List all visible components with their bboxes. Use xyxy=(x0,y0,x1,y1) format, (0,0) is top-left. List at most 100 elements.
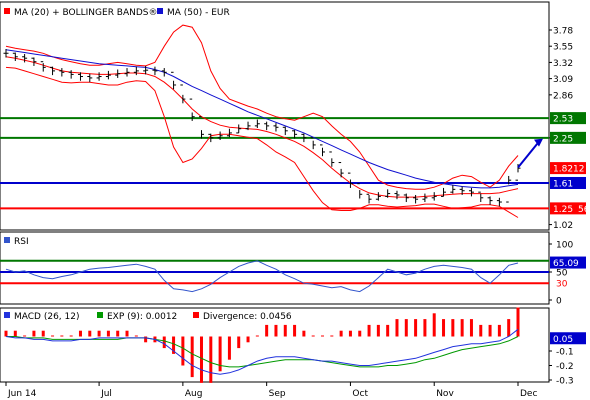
legend-swatch-macd xyxy=(4,312,10,318)
macd-last-tag-box xyxy=(550,332,586,345)
bollinger-upper-line xyxy=(5,24,519,190)
price-tick-3.32: 3.32 xyxy=(553,59,573,69)
price-panel: MA (20) + BOLLINGER BANDS® MA (50) - EUR… xyxy=(0,1,590,231)
divergence-bar-55 xyxy=(516,307,520,337)
divergence-bar-36 xyxy=(339,330,343,337)
rsi-series xyxy=(5,260,519,293)
rsi-tick-100: 100 xyxy=(556,241,573,251)
divergence-bar-49 xyxy=(460,319,464,337)
divergence-bar-7 xyxy=(69,335,73,337)
divergence-bar-51 xyxy=(479,324,483,337)
rsi-tick-50: 50 xyxy=(556,269,568,279)
forecast-arrow-head xyxy=(534,138,543,147)
forecast-arrow-shaft xyxy=(517,140,540,169)
rsi-level-tags: 703065.09 xyxy=(550,256,586,290)
price-last-tag: 1.8212 xyxy=(553,165,585,175)
divergence-bar-29 xyxy=(274,324,278,337)
x-tick-6: Dec xyxy=(520,389,537,399)
price-level-tag-2.53: 2.53 xyxy=(553,115,573,125)
divergence-bar-2 xyxy=(23,335,27,337)
divergence-bar-15 xyxy=(144,336,148,343)
rsi-last-tag: 65.09 xyxy=(553,259,579,269)
legend-label-ma50: MA (50) - EUR xyxy=(167,8,230,18)
macd-tick--0.3: -0.3 xyxy=(556,377,574,387)
macd-series xyxy=(5,328,519,375)
price-tick-3.09: 3.09 xyxy=(553,75,573,85)
divergence-bar-31 xyxy=(293,324,297,337)
ma20-line xyxy=(5,56,519,198)
divergence-bar-1 xyxy=(13,330,17,337)
macd-level-tags: 0.05 xyxy=(550,332,586,345)
price-tick-1.02: 1.02 xyxy=(553,221,573,231)
rsi-level-lines xyxy=(0,259,549,285)
x-tick-0: Jun 14 xyxy=(7,389,37,399)
divergence-bar-53 xyxy=(497,324,501,337)
divergence-bar-34 xyxy=(321,335,325,337)
divergence-bar-37 xyxy=(348,330,352,337)
divergence-bar-39 xyxy=(367,324,371,337)
x-tick-5: Nov xyxy=(436,389,454,399)
divergence-bar-22 xyxy=(209,336,213,383)
divergence-bar-40 xyxy=(376,324,380,337)
ma50-line xyxy=(5,49,519,189)
divergence-bar-21 xyxy=(199,336,203,383)
divergence-bar-6 xyxy=(60,335,64,337)
macd-line xyxy=(5,328,519,375)
divergence-bar-27 xyxy=(255,335,259,337)
macd-panel: MACD (26, 12) EXP (9): 0.0012 Divergence… xyxy=(0,307,586,387)
price-level-tag-1.25-box xyxy=(550,202,586,215)
legend-swatch-exp xyxy=(97,312,103,318)
divergence-bar-23 xyxy=(218,336,222,372)
divergence-bar-25 xyxy=(237,336,241,349)
rsi-last-tag-box xyxy=(550,256,586,269)
divergence-bar-11 xyxy=(106,330,110,337)
rsi-tick-0: 0 xyxy=(556,297,562,307)
price-tick-3.78: 3.78 xyxy=(553,26,573,36)
price-level-tags: 2.53 2.25 1.61 1.25 56 1.8212 xyxy=(550,112,590,215)
divergence-bar-35 xyxy=(330,335,334,337)
divergence-bar-4 xyxy=(41,330,45,337)
price-legend: MA (20) + BOLLINGER BANDS® MA (50) - EUR xyxy=(4,8,230,18)
price-level-tag-2.25: 2.25 xyxy=(553,134,573,144)
divergence-bar-48 xyxy=(451,319,455,337)
bollinger-lower-line xyxy=(5,66,519,218)
divergence-bar-12 xyxy=(116,330,120,337)
price-tick-3.55: 3.55 xyxy=(553,43,573,53)
legend-label-divergence: Divergence: 0.0456 xyxy=(203,312,292,322)
legend-swatch-ma50 xyxy=(157,8,163,14)
divergence-bar-47 xyxy=(442,319,446,337)
divergence-bar-32 xyxy=(302,330,306,337)
x-tick-3: Sep xyxy=(269,389,286,399)
divergence-bar-44 xyxy=(414,319,418,337)
divergence-bar-9 xyxy=(88,330,92,337)
x-tick-4: Oct xyxy=(352,389,368,399)
divergence-bar-45 xyxy=(423,319,427,337)
divergence-bar-28 xyxy=(265,324,269,337)
macd-tick-labels: -0.1 -0.2 -0.3 xyxy=(549,348,574,387)
rsi-line xyxy=(5,260,519,293)
divergence-bar-26 xyxy=(246,336,250,343)
legend-swatch-rsi xyxy=(4,237,10,243)
divergence-bar-43 xyxy=(404,319,408,337)
price-level-tag-1.61: 1.61 xyxy=(553,179,573,189)
divergence-bar-13 xyxy=(125,330,129,337)
macd-last-tag: 0.05 xyxy=(553,335,573,345)
macd-tick--0.1: -0.1 xyxy=(556,348,574,358)
macd-tick--0.2: -0.2 xyxy=(556,362,574,372)
price-last-tag-box xyxy=(550,162,586,175)
divergence-bar-24 xyxy=(227,336,231,360)
legend-label-rsi: RSI xyxy=(14,237,29,247)
divergence-bar-3 xyxy=(32,330,36,337)
price-level-tag-1.61-box xyxy=(550,176,586,189)
legend-label-exp: EXP (9): 0.0012 xyxy=(107,312,177,322)
legend-swatch-bollinger xyxy=(4,8,10,14)
rsi-level-label-30: 30 xyxy=(556,280,568,290)
macd-panel-frame xyxy=(0,307,550,383)
divergence-bar-19 xyxy=(181,336,185,366)
divergence-bar-5 xyxy=(51,335,55,337)
divergence-bar-50 xyxy=(469,319,473,337)
divergence-bar-17 xyxy=(162,336,166,349)
divergence-bar-0 xyxy=(4,330,8,337)
